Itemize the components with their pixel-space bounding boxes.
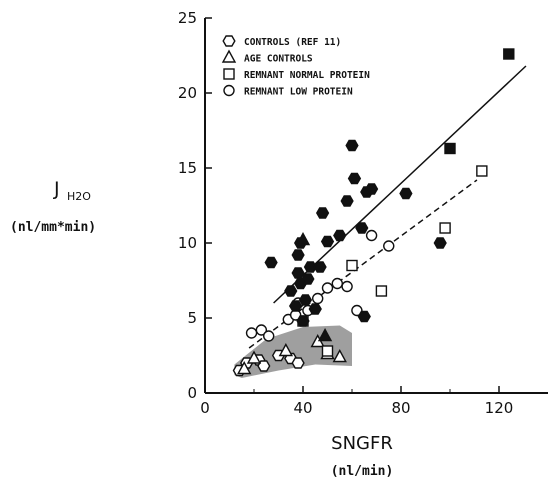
data-point-open-triangle [237,361,252,375]
data-point-filled-hexagon [433,237,447,249]
data-point-filled-hexagon [340,195,354,207]
data-point-open-circle [263,330,275,342]
data-point-filled-square [503,48,515,60]
data-point-open-triangle [332,349,347,363]
data-point-open-circle [255,324,268,336]
data-point-open-circle [383,240,395,252]
y-tick-label: 10 [178,234,197,252]
legend-marker-open-hexagon [222,35,236,47]
y-tick-label: 25 [178,9,197,27]
data-point-filled-hexagon [298,294,313,306]
data-point-open-circle [245,327,258,339]
y-tick-label: 5 [187,309,197,327]
data-point-filled-hexagon [315,207,330,219]
data-point-filled-hexagon [333,229,347,242]
legend-entry-label: CONTROLS (REF 11) [244,37,341,48]
data-point-filled-hexagon [284,285,298,297]
legend-entry-label: REMNANT LOW PROTEIN [244,87,353,98]
data-point-open-hexagon [291,357,305,369]
data-point-filled-hexagon [364,183,379,195]
data-point-filled-triangle [317,328,333,342]
data-point-open-circle [351,304,363,317]
data-point-filled-hexagon [288,300,303,312]
data-point-open-square [321,345,334,357]
y-axis-title-main: J [53,178,60,200]
data-point-open-square [375,285,388,297]
legend-marker-open-circle [223,84,235,97]
data-point-filled-hexagon [301,273,315,285]
axes-layer [204,18,548,394]
y-tick-label: 0 [187,384,197,402]
data-point-filled-hexagon [399,187,413,200]
y-tick-label: 20 [178,84,197,102]
legend-marker-open-square [223,68,235,80]
data-point-filled-hexagon [291,267,305,279]
legend-marker-open-triangle [221,49,237,63]
data-point-filled-triangle [295,232,311,246]
data-point-filled-hexagon [355,222,369,234]
data-point-filled-hexagon [296,315,310,327]
data-point-filled-hexagon [357,310,371,323]
x-axis-title-units: (nl/min) [331,464,394,478]
data-point-open-triangle [246,350,262,364]
tick-layer: 0 5 10 15 20 25 0 40 80 120 [178,9,513,417]
y-axis-title-subscript: H2O [67,190,91,203]
y-tick-label: 15 [178,159,197,177]
data-point-open-circle [321,282,334,294]
data-point-filled-hexagon [320,235,335,248]
x-tick-label: 40 [293,399,312,417]
data-point-open-square [346,259,358,272]
x-tick-label: 0 [200,399,210,417]
x-tick-label: 80 [391,399,410,417]
data-point-filled-hexagon [264,256,278,269]
data-point-filled-hexagon [308,303,322,315]
data-point-open-square [439,222,451,234]
y-axis-title-units: (nl/mm*min) [10,220,96,235]
data-point-filled-hexagon [345,139,359,152]
points-layer [232,48,515,377]
legend-entry-label: REMNANT NORMAL PROTEIN [244,70,370,81]
legend: CONTROLS (REF 11) AGE CONTROLS REMNANT NOR… [221,35,370,98]
data-point-open-circle [331,277,343,290]
data-point-open-triangle [278,343,294,357]
data-point-open-circle [365,229,378,242]
data-point-open-circle [312,292,324,305]
legend-entry-label: AGE CONTROLS [244,54,313,65]
data-point-filled-square [444,142,456,155]
x-tick-label: 120 [485,399,514,417]
regression-line-dashed [248,179,478,349]
x-axis-title: SNGFR [331,433,393,454]
data-point-filled-hexagon [313,261,327,273]
data-point-filled-hexagon [291,249,305,261]
y-axis-title: J H2O (nl/mm*min) [10,178,96,235]
data-point-open-square [476,165,488,177]
data-point-filled-hexagon [303,261,318,273]
data-point-open-circle [341,280,353,293]
data-point-filled-hexagon [347,172,362,185]
